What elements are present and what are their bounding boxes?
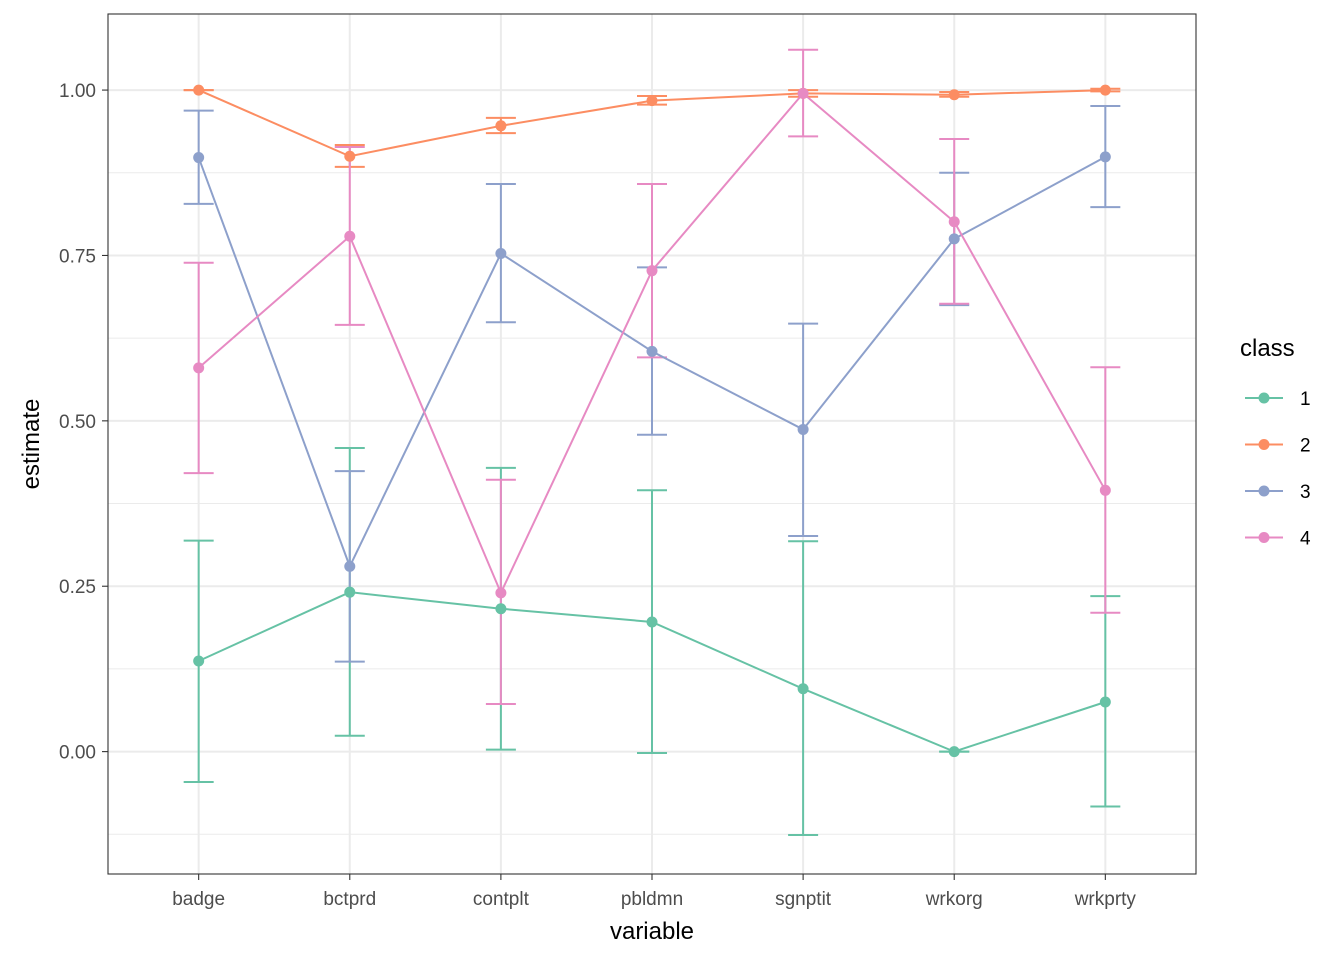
legend-label-2: 2	[1300, 436, 1311, 457]
x-tick-label: badge	[172, 889, 225, 910]
y-tick-label: 0.00	[59, 743, 96, 764]
legend-key-point-2	[1258, 439, 1270, 450]
data-point-series-1	[948, 746, 960, 758]
data-point-series-2	[646, 95, 658, 107]
data-point-series-4	[948, 216, 960, 228]
data-point-series-4	[495, 587, 507, 599]
legend: class 1 2 3 4	[1240, 335, 1311, 550]
x-tick-label: pbldmn	[621, 889, 683, 910]
data-point-series-1	[193, 655, 205, 667]
x-axis: badge bctprd contplt pbldmn sgnptit wrkorg wrk…	[172, 874, 1136, 910]
data-point-series-3	[344, 560, 356, 572]
x-tick-label: bctprd	[323, 889, 376, 910]
y-tick-label: 0.25	[59, 577, 96, 598]
data-point-series-2	[948, 89, 960, 101]
data-point-series-3	[948, 233, 960, 245]
y-axis-title: estimate	[18, 399, 45, 490]
data-point-series-1	[797, 683, 809, 695]
x-tick-label: contplt	[473, 889, 530, 910]
y-tick-label: 0.50	[59, 412, 96, 433]
data-point-series-1	[646, 616, 658, 628]
legend-key-point-1	[1258, 392, 1270, 404]
data-point-series-4	[1099, 484, 1111, 496]
data-point-series-4	[797, 87, 809, 99]
y-axis: 0.00 0.25 0.50 0.75 1.00	[59, 81, 108, 764]
legend-key-point-3	[1258, 485, 1270, 497]
x-tick-label: sgnptit	[775, 889, 832, 910]
data-points	[193, 84, 1111, 758]
legend-title: class	[1240, 335, 1295, 362]
data-point-series-3	[1099, 151, 1111, 163]
legend-label-4: 4	[1300, 529, 1311, 550]
x-axis-title: variable	[610, 918, 694, 945]
legend-key-point-4	[1258, 532, 1270, 543]
data-point-series-3	[495, 247, 507, 259]
data-point-series-3	[193, 152, 205, 164]
data-point-series-2	[344, 150, 356, 162]
y-tick-label: 1.00	[59, 81, 96, 102]
data-point-series-1	[495, 603, 507, 615]
data-point-series-2	[193, 84, 205, 96]
legend-label-3: 3	[1300, 482, 1311, 503]
x-tick-label: wrkorg	[925, 889, 983, 910]
data-point-series-1	[1099, 696, 1111, 708]
data-point-series-3	[797, 423, 809, 435]
data-point-series-4	[646, 265, 658, 277]
data-point-series-3	[646, 345, 658, 357]
x-tick-label: wrkprty	[1074, 889, 1137, 910]
legend-label-1: 1	[1300, 389, 1311, 410]
y-tick-label: 0.75	[59, 246, 96, 267]
data-point-series-4	[344, 230, 356, 242]
data-point-series-1	[344, 586, 356, 598]
data-point-series-2	[495, 120, 507, 132]
data-point-series-2	[1099, 84, 1111, 96]
data-point-series-4	[193, 362, 205, 374]
